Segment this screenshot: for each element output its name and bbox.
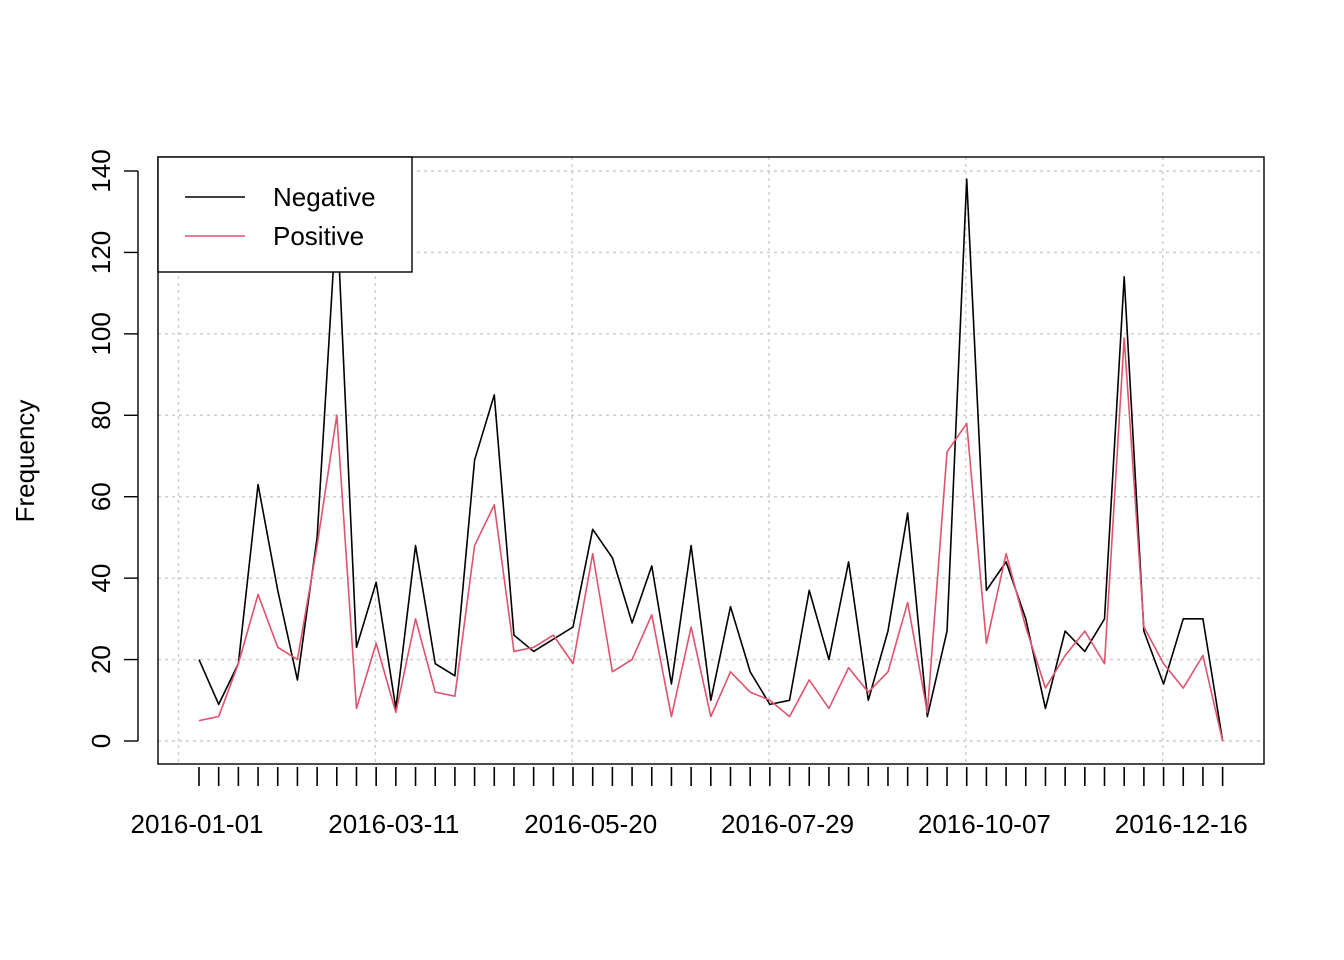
plot-frame — [157, 156, 1265, 765]
legend-box — [157, 156, 413, 273]
series-layer — [198, 178, 1224, 742]
series-line-positive — [198, 337, 1224, 742]
y-axis-label: Frequency — [10, 400, 40, 523]
y-axis: 0 20 40 60 80 100 120 140 — [86, 149, 139, 748]
y-tick-label: 60 — [86, 482, 116, 511]
legend-label-negative: Negative — [273, 182, 376, 212]
legend: Negative Positive — [157, 156, 413, 273]
y-tick-label: 40 — [86, 564, 116, 593]
series-line-negative — [198, 178, 1224, 742]
y-tick-label: 0 — [86, 734, 116, 748]
legend-label-positive: Positive — [273, 221, 364, 251]
y-tick-label: 100 — [86, 312, 116, 355]
y-tick-label: 140 — [86, 149, 116, 192]
x-axis: 2016-01-01 2016-03-11 2016-05-20 2016-07-29… — [131, 767, 1248, 839]
x-tick-label: 2016-05-20 — [524, 809, 657, 839]
x-tick-label: 2016-12-16 — [1115, 809, 1248, 839]
y-tick-label: 80 — [86, 401, 116, 430]
x-tick-label: 2016-01-01 — [131, 809, 264, 839]
x-tick-label: 2016-10-07 — [918, 809, 1051, 839]
x-tick-label: 2016-07-29 — [721, 809, 854, 839]
y-tick-label: 20 — [86, 645, 116, 674]
x-tick-label: 2016-03-11 — [328, 809, 459, 839]
y-tick-label: 120 — [86, 231, 116, 274]
